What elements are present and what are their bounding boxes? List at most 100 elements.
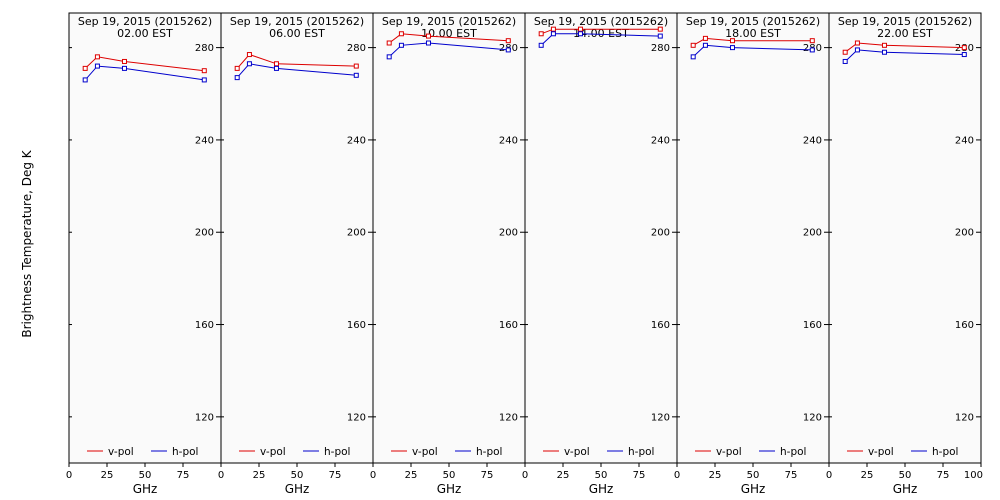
x-axis-label: GHz: [589, 482, 614, 496]
series-line-h-pol: [236, 63, 357, 78]
data-point: [82, 77, 88, 83]
data-point: [809, 38, 815, 44]
data-point: [729, 45, 735, 51]
plot-frame: [828, 12, 982, 464]
data-point: [854, 40, 860, 46]
x-tick-label: 0: [218, 470, 224, 481]
x-tick-label: 75: [937, 470, 950, 481]
y-axis-label: Brightness Temperature, Deg K: [20, 149, 34, 337]
y-tick-label: 160: [195, 320, 214, 331]
panel-subtitle: 22.00 EST: [877, 27, 933, 40]
series-line-v-pol: [236, 53, 357, 69]
data-point: [702, 42, 708, 48]
data-point: [842, 49, 848, 55]
x-tick-label: 25: [101, 470, 114, 481]
x-tick-label: 0: [522, 470, 528, 481]
x-tick-label: 0: [66, 470, 72, 481]
data-point: [961, 52, 967, 58]
y-tick-label: 240: [499, 135, 518, 146]
series-line-v-pol: [541, 28, 661, 35]
legend-label-h-pol: h-pol: [476, 446, 502, 458]
data-point: [234, 75, 240, 81]
data-point: [425, 40, 431, 46]
data-point: [353, 72, 359, 78]
y-tick-label: 160: [347, 320, 366, 331]
x-axis-label: GHz: [893, 482, 918, 496]
y-tick-label: 120: [955, 412, 974, 423]
legend-label-v-pol: v-pol: [868, 446, 894, 458]
panel-title: Sep 19, 2015 (2015262): [838, 15, 972, 28]
data-point: [505, 38, 511, 44]
data-point: [386, 54, 392, 60]
series-line-h-pol: [540, 33, 661, 46]
y-tick-label: 120: [195, 412, 214, 423]
data-point: [881, 42, 887, 48]
panel-subtitle: 02.00 EST: [117, 27, 173, 40]
y-tick-label: 280: [651, 43, 670, 54]
x-tick-label: 50: [747, 470, 760, 481]
x-tick-label: 75: [177, 470, 190, 481]
data-point: [121, 58, 127, 64]
data-point: [854, 47, 860, 53]
legend-label-h-pol: h-pol: [780, 446, 806, 458]
panel-4: Sep 19, 2015 (2015262)14.00 EST 120 160 200…: [522, 12, 678, 496]
x-tick-label: 75: [481, 470, 494, 481]
data-point: [246, 61, 252, 67]
y-tick-label: 240: [955, 135, 974, 146]
y-tick-label: 240: [195, 135, 214, 146]
y-tick-label: 240: [651, 135, 670, 146]
data-point: [690, 42, 696, 48]
series-line-v-pol: [388, 33, 509, 44]
data-point: [577, 31, 583, 37]
x-tick-label: 25: [253, 470, 266, 481]
data-point: [121, 65, 127, 71]
x-tick-label: 50: [899, 470, 912, 481]
panel-6: Sep 19, 2015 (2015262)22.00 EST 120 160 200…: [826, 12, 983, 496]
x-tick-label: 50: [443, 470, 456, 481]
y-tick-label: 280: [195, 43, 214, 54]
y-tick-label: 240: [803, 135, 822, 146]
data-point: [657, 33, 663, 39]
data-point: [273, 65, 279, 71]
panel-subtitle: 18.00 EST: [725, 27, 781, 40]
data-point: [94, 63, 100, 69]
panel-5: Sep 19, 2015 (2015262)18.00 EST 120 160 200…: [674, 12, 830, 496]
y-tick-label: 200: [499, 228, 518, 239]
x-axis-label: GHz: [437, 482, 462, 496]
plot-frame: [220, 12, 374, 464]
panel-subtitle: 14.00 EST: [573, 27, 629, 40]
data-point: [82, 65, 88, 71]
data-point: [398, 42, 404, 48]
x-tick-label: 25: [709, 470, 722, 481]
x-tick-label: 75: [633, 470, 646, 481]
data-point: [550, 31, 556, 37]
y-tick-label: 160: [803, 320, 822, 331]
x-axis-label: GHz: [285, 482, 310, 496]
data-point: [201, 68, 207, 74]
plot-frame: [524, 12, 678, 464]
legend-label-h-pol: h-pol: [628, 446, 654, 458]
panel-title: Sep 19, 2015 (2015262): [382, 15, 516, 28]
data-point: [538, 42, 544, 48]
data-point: [657, 26, 663, 32]
series-line-h-pol: [844, 49, 965, 62]
series-line-v-pol: [692, 37, 813, 46]
data-point: [702, 35, 708, 41]
y-tick-label: 200: [955, 228, 974, 239]
x-tick-label: 0: [674, 470, 680, 481]
x-axis-label: GHz: [741, 482, 766, 496]
legend-label-h-pol: h-pol: [324, 446, 350, 458]
data-point: [550, 26, 556, 32]
data-point: [234, 65, 240, 71]
data-point: [353, 63, 359, 69]
panel-2: Sep 19, 2015 (2015262)06.00 EST 120 160 200…: [218, 12, 374, 496]
plot-frame: [676, 12, 830, 464]
y-tick-label: 120: [803, 412, 822, 423]
y-tick-label: 200: [803, 228, 822, 239]
data-point: [246, 52, 252, 58]
series-line-h-pol: [692, 44, 813, 58]
y-tick-label: 160: [651, 320, 670, 331]
legend-label-v-pol: v-pol: [564, 446, 590, 458]
series-line-v-pol: [84, 56, 205, 72]
y-tick-label: 200: [347, 228, 366, 239]
